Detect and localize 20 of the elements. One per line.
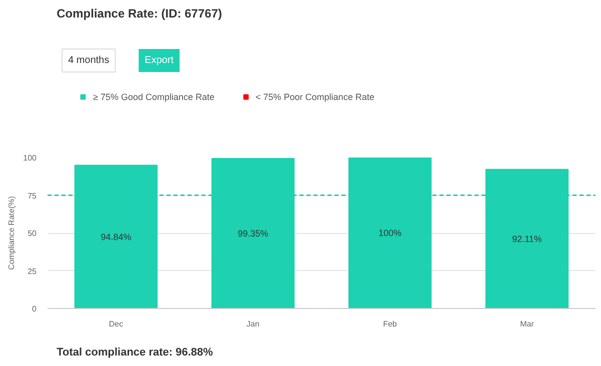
legend-label: < 75% Poor Compliance Rate: [256, 92, 374, 102]
x-tick-label: Dec: [108, 320, 124, 328]
data-label: 92.11%: [512, 234, 542, 244]
data-label: 94.84%: [100, 232, 132, 242]
y-axis-title: Compliance Rate(%): [7, 196, 16, 270]
x-tick-label: Jan: [246, 320, 260, 328]
y-tick-label: 0: [32, 304, 38, 314]
data-label: 99.35%: [238, 228, 268, 238]
y-tick-label: 75: [28, 191, 38, 200]
chart-title: Compliance Rate: (ID: 67767): [56, 6, 222, 20]
x-tick-label: Feb: [383, 320, 398, 328]
y-tick-label: 100: [23, 154, 38, 162]
text: Total compliance rate: 96.88%: [56, 346, 214, 358]
text: Export: [144, 55, 174, 66]
y-tick-label: 50: [28, 229, 38, 238]
x-tick-label: Mar: [520, 320, 534, 328]
legend-label: ≥ 75% Good Compliance Rate: [93, 92, 215, 102]
data-label: 100%: [378, 228, 402, 238]
y-tick-label: 25: [28, 266, 38, 276]
text: 4 months: [68, 55, 110, 66]
